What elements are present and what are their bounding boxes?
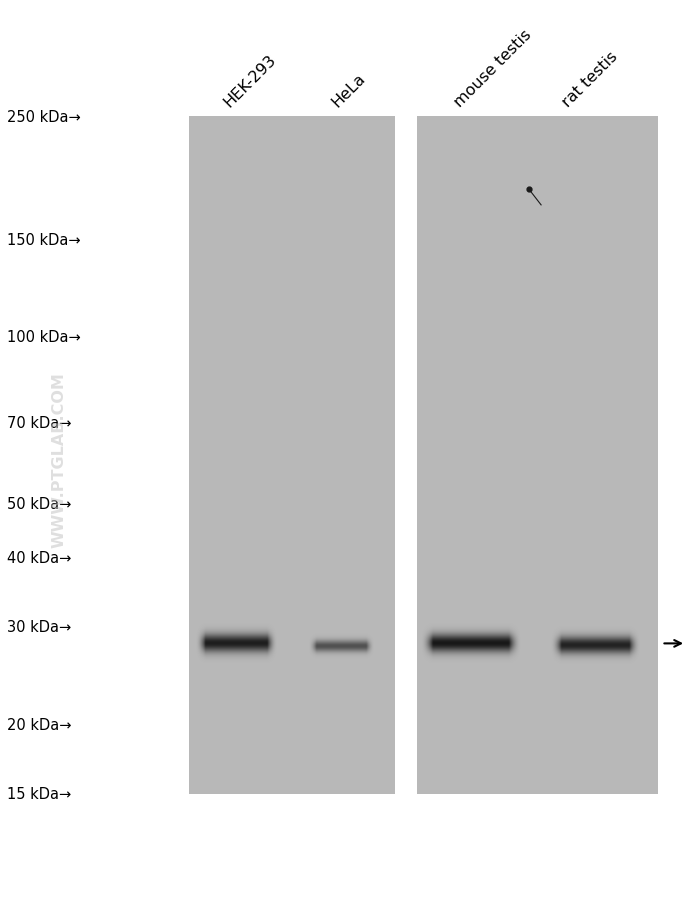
Text: 30 kDa→: 30 kDa→ — [7, 620, 71, 635]
Text: HeLa: HeLa — [329, 70, 368, 110]
Text: mouse testis: mouse testis — [452, 27, 534, 110]
Bar — [189, 117, 395, 794]
Text: 15 kDa→: 15 kDa→ — [7, 787, 71, 801]
Text: WWW.PTGLAB.COM: WWW.PTGLAB.COM — [52, 373, 67, 548]
Text: 250 kDa→: 250 kDa→ — [7, 110, 80, 124]
Text: 50 kDa→: 50 kDa→ — [7, 497, 71, 511]
Text: 150 kDa→: 150 kDa→ — [7, 233, 80, 247]
Text: rat testis: rat testis — [560, 49, 621, 110]
Text: HEK-293: HEK-293 — [220, 52, 279, 110]
Text: 20 kDa→: 20 kDa→ — [7, 717, 71, 732]
Text: 100 kDa→: 100 kDa→ — [7, 330, 80, 345]
Text: 40 kDa→: 40 kDa→ — [7, 550, 71, 566]
Bar — [416, 117, 658, 794]
Text: 70 kDa→: 70 kDa→ — [7, 416, 71, 431]
